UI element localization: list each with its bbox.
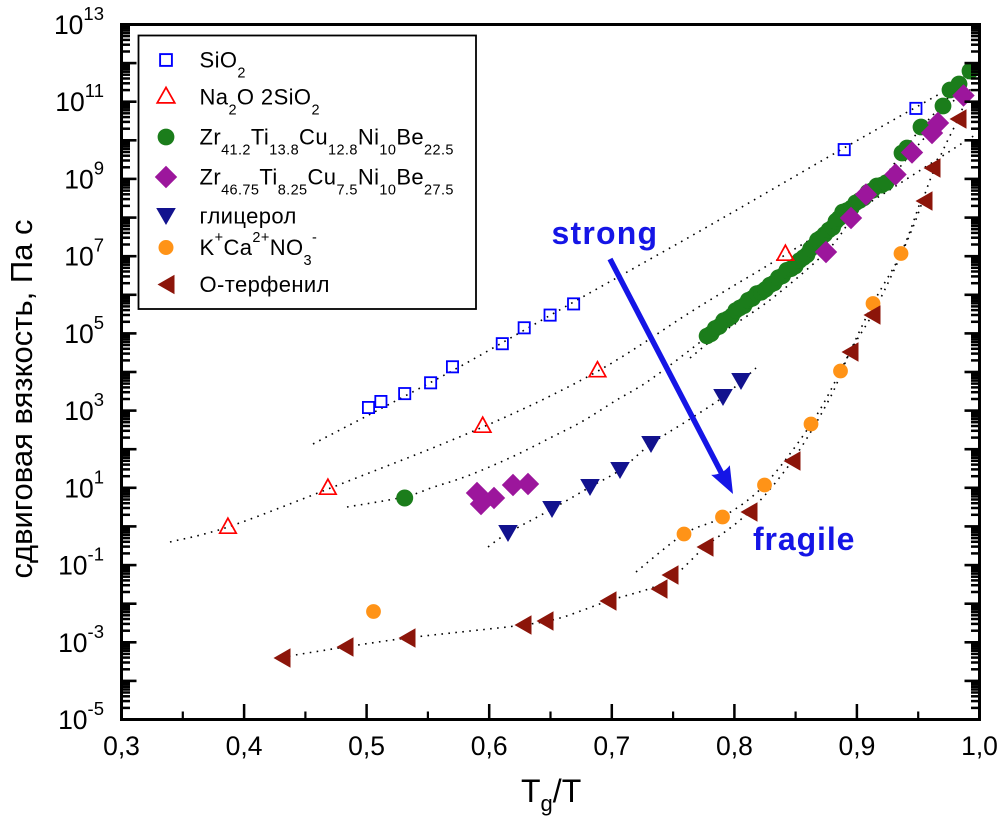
svg-text:1,0: 1,0 — [961, 731, 998, 761]
svg-text:0,4: 0,4 — [226, 731, 263, 761]
svg-text:0,9: 0,9 — [838, 731, 875, 761]
svg-text:О-терфенил: О-терфенил — [200, 272, 330, 297]
svg-text:глицерол: глицерол — [200, 204, 297, 229]
svg-text:0,5: 0,5 — [348, 731, 385, 761]
svg-text:сдвиговая вязкость, Па с: сдвиговая вязкость, Па с — [4, 220, 39, 579]
svg-text:strong: strong — [552, 215, 659, 251]
svg-text:0,7: 0,7 — [593, 731, 630, 761]
svg-text:10-5: 10-5 — [58, 698, 104, 735]
svg-text:0,3: 0,3 — [103, 731, 140, 761]
svg-text:0,8: 0,8 — [716, 731, 753, 761]
svg-text:0,6: 0,6 — [471, 731, 508, 761]
svg-text:fragile: fragile — [753, 521, 855, 557]
